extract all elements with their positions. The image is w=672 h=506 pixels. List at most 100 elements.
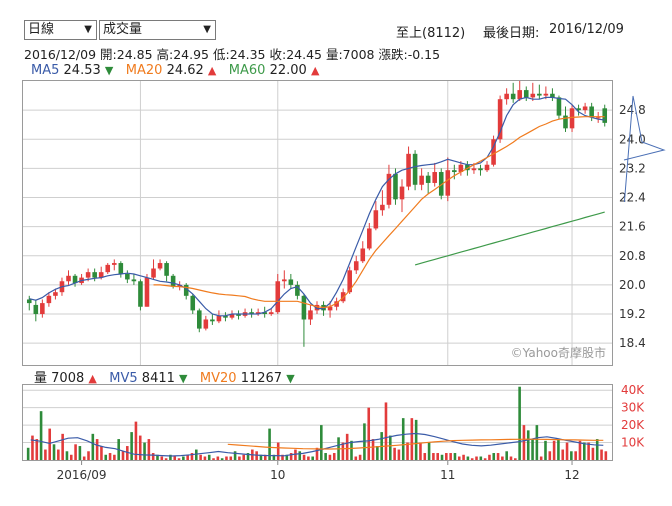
volume-bar <box>276 442 280 460</box>
volume-bar <box>406 442 409 460</box>
volume-bar <box>104 454 108 460</box>
volume-bar <box>539 456 543 460</box>
volume-bar <box>604 451 608 460</box>
volume-bar <box>488 454 491 460</box>
volume-bar <box>595 439 599 460</box>
candle-body <box>268 312 274 315</box>
volume-bar <box>445 453 448 460</box>
candle-body <box>314 304 320 311</box>
ma20-dir-icon: ▲ <box>207 64 217 77</box>
volume-bar <box>328 454 332 460</box>
volume-bar <box>345 433 349 460</box>
volume-bar <box>552 440 556 460</box>
scroll-arrow-icon[interactable] <box>622 92 672 202</box>
volume-bar <box>182 456 185 460</box>
volume-bar <box>393 447 396 460</box>
candle-body <box>223 315 228 318</box>
volume-bar <box>453 453 457 460</box>
volume-bar <box>466 456 470 460</box>
volume-bar <box>203 456 207 460</box>
volume-bar <box>492 453 496 460</box>
period-select-value: 日線 <box>28 22 55 37</box>
candle-body <box>40 303 45 315</box>
volume-bar <box>483 458 487 460</box>
volume-bar <box>591 447 595 460</box>
volume-bar <box>113 454 116 460</box>
volume-panel[interactable] <box>22 384 613 461</box>
volume-bar <box>449 453 452 460</box>
volume-bar <box>65 451 69 460</box>
candle-body <box>177 284 182 287</box>
volume-bar <box>126 446 129 460</box>
candle-body <box>360 248 366 262</box>
volume-bar <box>91 433 95 460</box>
volume-bar <box>289 453 293 460</box>
candle-body <box>432 172 437 183</box>
volume-bar <box>52 444 56 460</box>
volume-bar <box>69 454 73 460</box>
ma60-value: 22.00 <box>269 63 307 78</box>
candle-body <box>216 315 222 322</box>
mv5-label: MV5 <box>109 371 138 386</box>
price-y-tick-label: 21.6 <box>619 220 646 234</box>
candle-body <box>393 173 398 200</box>
last-date: 2016/12/09 <box>549 22 624 37</box>
candle-body <box>353 261 359 271</box>
candle-body <box>491 139 496 165</box>
candle-body <box>275 281 281 313</box>
x-tick-label: 10 <box>270 468 285 482</box>
volume-bar <box>298 451 302 460</box>
ohlc-info: 2016/12/09 開:24.85 高:24.95 低:24.35 收:24.… <box>24 44 440 63</box>
volume-bar <box>130 432 133 460</box>
volume-bar <box>440 454 444 460</box>
volume-bar <box>587 442 590 460</box>
candle-body <box>210 319 215 322</box>
candle-body <box>504 93 509 100</box>
candle-body <box>255 312 261 315</box>
price-y-tick-label: 18.4 <box>619 336 646 350</box>
mv20-line <box>227 438 604 450</box>
mv20-value: 11267 <box>240 371 283 386</box>
chevron-down-icon: ▼ <box>84 24 92 35</box>
volume-bar <box>600 449 603 460</box>
volume-bar <box>78 446 82 460</box>
candle-body <box>550 93 555 98</box>
candle-body <box>589 106 594 118</box>
volume-bar <box>242 454 246 460</box>
volume-bar <box>207 454 211 460</box>
price-panel[interactable]: ©Yahoo奇摩股市 <box>22 80 613 366</box>
stock-name: 至上(8112) <box>396 26 466 41</box>
candle-body <box>157 263 163 269</box>
volume-bar <box>376 446 379 460</box>
volume-bar <box>509 456 513 460</box>
period-select[interactable]: 日線 ▼ <box>24 20 97 40</box>
candle-body <box>602 108 608 123</box>
x-tick-label: 2016/09 <box>57 468 107 482</box>
volume-bar <box>173 456 177 460</box>
volume-y-tick-label: 20K <box>621 418 645 432</box>
volume-bar <box>354 456 358 460</box>
candle-body <box>72 275 78 284</box>
volume-bar <box>225 456 228 460</box>
price-y-tick-label: 19.2 <box>619 307 646 321</box>
mv5-line <box>30 432 604 457</box>
volume-bar <box>371 439 375 460</box>
candle-body <box>111 263 117 265</box>
volume-bar <box>479 456 483 460</box>
volume-bar <box>505 451 508 460</box>
candle-body <box>170 275 176 287</box>
volume-bar <box>199 454 202 460</box>
volume-bar <box>39 411 43 460</box>
price-y-tick-label: 22.4 <box>619 191 646 205</box>
candle-body <box>131 279 137 282</box>
indicator-select[interactable]: 成交量 ▼ <box>99 20 216 40</box>
candle-body <box>33 304 39 315</box>
volume-bar <box>138 435 142 460</box>
candle-body <box>301 295 307 320</box>
ma20-label: MA20 <box>125 63 163 78</box>
volume-bar <box>100 446 103 460</box>
watermark: ©Yahoo奇摩股市 <box>510 346 606 360</box>
candle-body <box>92 272 97 278</box>
candle-body <box>164 263 169 276</box>
volume-bar <box>31 435 34 460</box>
